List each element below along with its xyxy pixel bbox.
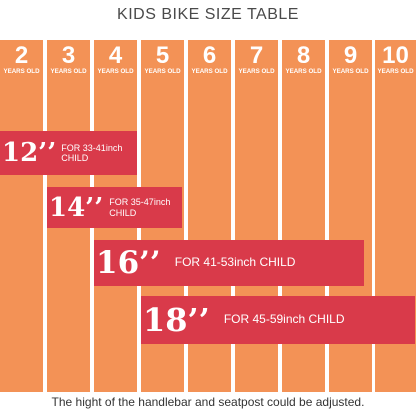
age-number: 7 (249, 42, 264, 69)
age-header: 2 YEARS OLD (0, 40, 43, 75)
size-band-18: 18’’ FOR 45-59inch CHILD (141, 296, 415, 344)
age-label: YEARS OLD (191, 68, 228, 75)
age-number: 3 (61, 42, 76, 69)
size-description: FOR 45-59inch CHILD (223, 312, 345, 327)
age-number: 4 (108, 42, 123, 69)
age-number: 6 (202, 42, 217, 69)
age-header: 5 YEARS OLD (141, 40, 184, 75)
footer-note: The hight of the handlebar and seatpost … (51, 395, 365, 409)
wheel-size: 12’’ (2, 138, 57, 168)
size-description-line: FOR 35-47inch (109, 197, 171, 208)
age-label: YEARS OLD (285, 68, 322, 75)
age-label: YEARS OLD (97, 68, 134, 75)
age-number: 2 (14, 42, 29, 69)
age-label: YEARS OLD (3, 68, 40, 75)
age-number: 10 (382, 42, 409, 69)
age-header: 4 YEARS OLD (94, 40, 137, 75)
wheel-size: 16’’ (96, 245, 161, 281)
wheel-size: 14’’ (49, 192, 104, 223)
age-label: YEARS OLD (238, 68, 275, 75)
size-description-line: FOR 33-41inch (61, 142, 123, 153)
age-header: 10 YEARS OLD (375, 40, 416, 75)
age-label: YEARS OLD (332, 68, 369, 75)
age-label: YEARS OLD (377, 68, 414, 75)
size-description: FOR 41-53inch CHILD (174, 255, 296, 270)
age-number: 9 (343, 42, 358, 69)
age-column: 2 YEARS OLD (0, 40, 43, 392)
size-description-line: CHILD (61, 153, 89, 163)
age-header: 6 YEARS OLD (188, 40, 231, 75)
size-band-12: 12’’ FOR 33-41inch CHILD (0, 131, 137, 175)
size-description-line: CHILD (109, 207, 137, 218)
age-number: 8 (296, 42, 311, 69)
size-table: 2 YEARS OLD 3 YEARS OLD 4 YEARS OLD 5 YE… (0, 40, 416, 392)
wheel-size: 18’’ (143, 301, 210, 339)
age-header: 9 YEARS OLD (329, 40, 372, 75)
age-label: YEARS OLD (50, 68, 87, 75)
age-header: 7 YEARS OLD (235, 40, 278, 75)
age-header: 8 YEARS OLD (282, 40, 325, 75)
size-description: FOR 33-41inch CHILD (61, 143, 122, 164)
size-description: FOR 35-47inch CHILD (109, 197, 170, 218)
age-number: 5 (155, 42, 170, 69)
age-label: YEARS OLD (144, 68, 181, 75)
size-band-16: 16’’ FOR 41-53inch CHILD (94, 240, 364, 286)
size-band-14: 14’’ FOR 35-47inch CHILD (47, 187, 182, 228)
age-header: 3 YEARS OLD (47, 40, 90, 75)
page-title: KIDS BIKE SIZE TABLE (117, 6, 299, 23)
